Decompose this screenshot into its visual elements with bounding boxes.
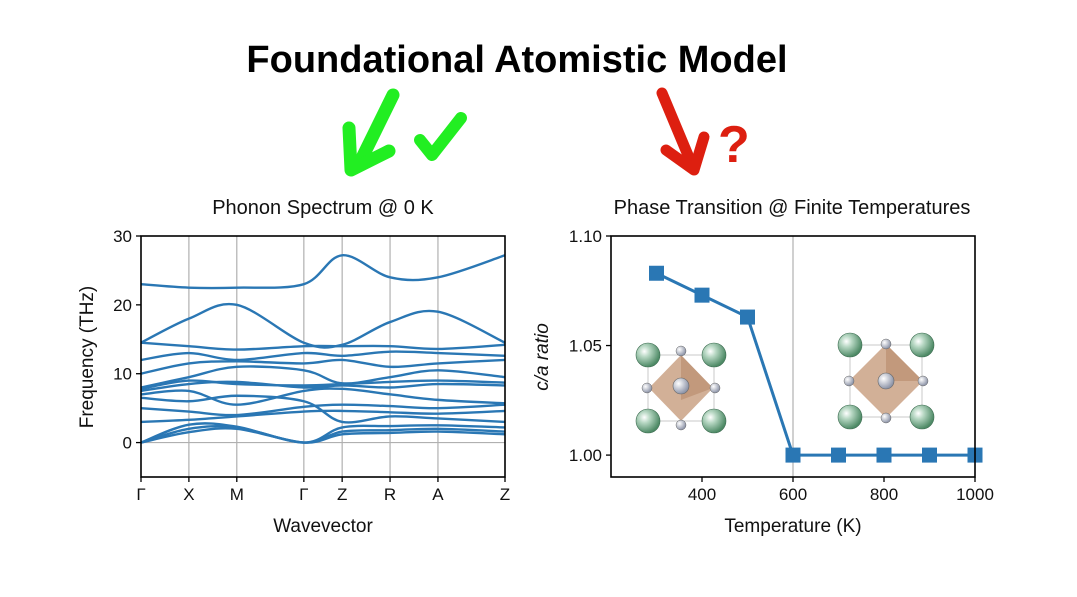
- phonon-band-14: [140, 254, 506, 290]
- left-x-tick-label: Z: [500, 485, 510, 504]
- ca-ratio-point: [740, 309, 755, 325]
- left-x-tick-label: Z: [337, 485, 347, 504]
- left-x-tick-label: R: [384, 485, 396, 504]
- left-plot-frame: [140, 235, 506, 478]
- left-y-axis-label: Frequency (THz): [77, 286, 98, 429]
- left-x-tick-label: A: [432, 485, 444, 504]
- ca-ratio-point: [785, 447, 801, 463]
- right-x-tick-label: 600: [779, 485, 807, 504]
- left-x-tick-label: Γ: [299, 485, 308, 504]
- phonon-band-1: [140, 424, 506, 444]
- ca-ratio-point: [922, 447, 937, 463]
- crystal-structure-icon: [635, 342, 727, 434]
- ca-ratio-point: [831, 447, 846, 463]
- green-arrow-icon: [342, 88, 400, 177]
- phonon-band-13: [140, 302, 506, 349]
- left-y-tick-label: 30: [113, 227, 132, 246]
- ca-ratio-point: [876, 447, 892, 463]
- phonon-band-9: [140, 365, 506, 389]
- left-x-tick-label: X: [183, 485, 194, 504]
- right-x-tick-label: 800: [870, 485, 898, 504]
- ca-ratio-point: [694, 287, 710, 303]
- left-x-tick-label: M: [230, 485, 244, 504]
- phonon-band-5: [140, 394, 506, 424]
- right-y-tick-label: 1.10: [569, 227, 602, 246]
- right-chart-title: Phase Transition @ Finite Temperatures: [614, 197, 971, 219]
- question-mark-icon: ?: [718, 116, 750, 174]
- red-arrow-icon: [656, 87, 710, 176]
- left-chart-title: Phonon Spectrum @ 0 K: [212, 197, 434, 219]
- left-y-tick-label: 20: [113, 296, 132, 315]
- phonon-band-12: [140, 341, 506, 351]
- left-y-tick-label: 10: [113, 365, 132, 384]
- right-y-tick-label: 1.00: [569, 446, 602, 465]
- phase-panel: Phase Transition @ Finite Temperatures: [532, 197, 994, 537]
- phonon-band-4: [140, 403, 506, 417]
- phonon-band-11: [140, 350, 506, 362]
- figure-title: Foundational Atomistic Model: [246, 39, 787, 81]
- left-y-tick-label: 0: [123, 434, 132, 453]
- ca-ratio-series: [649, 265, 983, 463]
- ca-ratio-line: [655, 271, 975, 457]
- right-x-axis-label: Temperature (K): [724, 516, 861, 537]
- left-y-ticks: 0 10 20 30: [113, 227, 141, 453]
- right-x-ticks: 400 600 800 1000: [688, 477, 994, 504]
- phonon-band-6: [140, 387, 506, 406]
- right-x-tick-label: 400: [688, 485, 716, 504]
- right-y-axis-label: c/a ratio: [532, 323, 553, 391]
- right-y-ticks: 1.00 1.05 1.10: [569, 227, 611, 465]
- phonon-band-8: [140, 379, 506, 391]
- green-check-icon: [414, 112, 467, 161]
- phonon-band-7: [140, 380, 506, 393]
- left-x-tick-label: Γ: [136, 485, 145, 504]
- left-x-axis-label: Wavevector: [273, 516, 373, 537]
- crystal-structure-icon: [837, 332, 935, 430]
- phonon-bands: [140, 254, 506, 444]
- right-y-tick-label: 1.05: [569, 337, 602, 356]
- phonon-panel: Phonon Spectrum @ 0 K 0 10 20 30 Γ X M Γ Z R A Z W…: [77, 197, 510, 537]
- ca-ratio-point: [649, 265, 664, 281]
- phonon-band-10: [140, 358, 506, 375]
- right-x-tick-label: 1000: [956, 485, 994, 504]
- phonon-band-2: [140, 422, 506, 444]
